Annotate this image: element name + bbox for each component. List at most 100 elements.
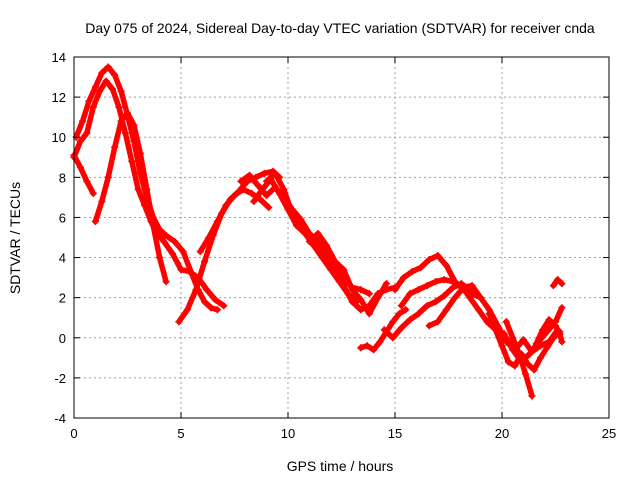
data-point: [323, 242, 331, 250]
data-point: [280, 185, 288, 193]
data-point: [250, 197, 258, 205]
data-point: [104, 63, 112, 71]
y-tick-label-7: 10: [52, 130, 66, 145]
data-point: [370, 346, 378, 354]
data-point: [109, 85, 117, 93]
data-point: [117, 87, 125, 95]
data-point: [258, 185, 266, 193]
data-point: [275, 189, 283, 197]
data-point: [400, 274, 408, 282]
data-point: [297, 221, 305, 229]
data-point: [389, 318, 397, 326]
data-point: [492, 326, 500, 334]
data-point: [408, 268, 416, 276]
data-point: [380, 326, 388, 334]
data-point: [76, 163, 84, 171]
data-point: [485, 310, 493, 318]
y-tick-label-6: 8: [59, 170, 66, 185]
data-point: [331, 270, 339, 278]
series-track-12: [380, 280, 474, 342]
x-axis-label: GPS time / hours: [287, 458, 394, 474]
data-point: [213, 306, 221, 314]
data-point: [115, 103, 123, 111]
data-point: [425, 256, 433, 264]
y-axis-label: SDTVAR / TECUs: [7, 182, 23, 294]
y-tick-label-3: 2: [59, 291, 66, 306]
data-point: [459, 284, 467, 292]
data-point: [509, 334, 517, 342]
data-point: [425, 322, 433, 330]
data-point: [402, 306, 410, 314]
data-point: [528, 392, 536, 400]
data-point: [558, 338, 566, 346]
data-point: [530, 366, 538, 374]
data-point: [423, 302, 431, 310]
data-point: [549, 282, 557, 290]
data-point: [111, 143, 119, 151]
series-line-track-10: [306, 230, 390, 317]
series-track-9: [263, 169, 399, 314]
data-point: [205, 234, 213, 241]
data-point: [134, 185, 142, 193]
data-point: [376, 338, 384, 346]
data-point: [104, 173, 112, 181]
data-point: [121, 129, 129, 137]
x-tick-label-2: 10: [281, 426, 295, 441]
data-point: [558, 304, 566, 312]
data-point: [245, 171, 253, 179]
data-point: [192, 286, 200, 294]
data-point: [417, 264, 425, 272]
data-series: [70, 63, 566, 400]
data-point: [323, 254, 331, 262]
series-line-track-9: [263, 170, 398, 313]
x-tick-label-3: 15: [388, 426, 402, 441]
data-point: [79, 117, 87, 125]
data-point: [162, 231, 170, 239]
data-point: [477, 294, 485, 302]
data-point: [539, 326, 547, 334]
data-point: [128, 157, 136, 165]
data-point: [156, 254, 164, 262]
data-point: [211, 296, 219, 304]
data-point: [552, 322, 559, 330]
data-point: [254, 181, 262, 189]
data-point: [314, 242, 322, 250]
data-point: [406, 290, 414, 298]
data-point: [519, 336, 527, 344]
data-point: [83, 177, 91, 185]
data-point: [340, 282, 348, 290]
data-point: [248, 189, 256, 197]
y-tick-label-0: -4: [54, 411, 66, 426]
data-point: [442, 306, 450, 314]
data-point: [136, 149, 144, 157]
data-point: [545, 316, 553, 324]
data-point: [196, 248, 204, 256]
data-point: [391, 286, 399, 294]
data-point: [415, 286, 423, 294]
data-point: [201, 258, 209, 266]
x-tick-label-5: 25: [602, 426, 616, 441]
data-point: [389, 334, 397, 342]
data-point: [340, 266, 348, 274]
data-point: [537, 354, 545, 362]
data-point: [434, 252, 442, 260]
data-point: [432, 278, 440, 286]
data-point: [528, 348, 536, 356]
data-point: [395, 310, 403, 318]
series-track-17: [502, 318, 536, 400]
data-point: [524, 360, 532, 368]
data-point: [442, 262, 450, 270]
data-point: [504, 358, 512, 366]
data-point: [263, 177, 271, 185]
data-point: [357, 286, 365, 294]
data-point: [175, 318, 183, 326]
data-point: [451, 294, 459, 302]
y-tick-label-4: 4: [59, 251, 66, 266]
data-point: [537, 342, 545, 350]
data-point: [440, 276, 448, 284]
data-point: [305, 238, 313, 246]
data-point: [440, 292, 448, 300]
data-point: [498, 342, 506, 350]
data-point: [357, 296, 365, 304]
data-point: [160, 238, 168, 246]
